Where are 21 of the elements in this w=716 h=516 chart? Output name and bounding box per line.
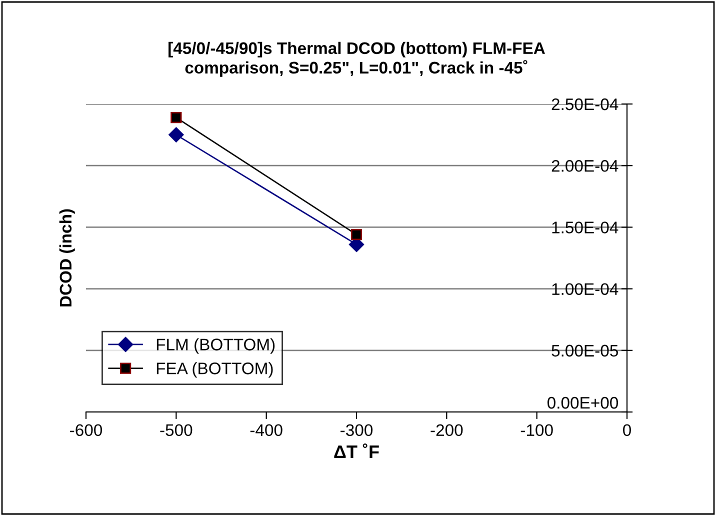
x-tick-label: -100 bbox=[520, 424, 553, 436]
x-tick-label: -300 bbox=[340, 424, 373, 436]
legend-label: FLM (BOTTOM) bbox=[156, 338, 275, 354]
y-tick-label: 0.00E+00 bbox=[547, 396, 618, 409]
legend-label: FEA (BOTTOM) bbox=[156, 362, 273, 378]
x-tick-label: -500 bbox=[160, 424, 192, 436]
point bbox=[168, 127, 184, 142]
y-tick-label: 5.00E-05 bbox=[552, 344, 618, 357]
chart-title: [45/0/-45/90]s Thermal DCOD (bottom) FLM-FEA comparison, S=0.25", L=0.01", Crack in -45˚ bbox=[168, 42, 545, 77]
x-tick-label: 0 bbox=[623, 424, 631, 436]
x-axis-title: ΔT ˚F bbox=[334, 443, 379, 458]
point bbox=[350, 229, 362, 240]
y-tick-label: 1.50E-04 bbox=[552, 222, 618, 234]
x-tick-label: -200 bbox=[430, 424, 463, 436]
x-tick-label: -400 bbox=[250, 424, 282, 436]
point bbox=[170, 112, 182, 124]
y-tick-label: 2.50E-04 bbox=[552, 98, 618, 110]
y-tick-label: 2.00E-04 bbox=[552, 160, 618, 172]
y-axis-title: DCOD (inch) bbox=[59, 209, 75, 306]
y-tick-label: 1.00E-04 bbox=[552, 283, 618, 296]
x-tick-label: -600 bbox=[70, 424, 102, 436]
